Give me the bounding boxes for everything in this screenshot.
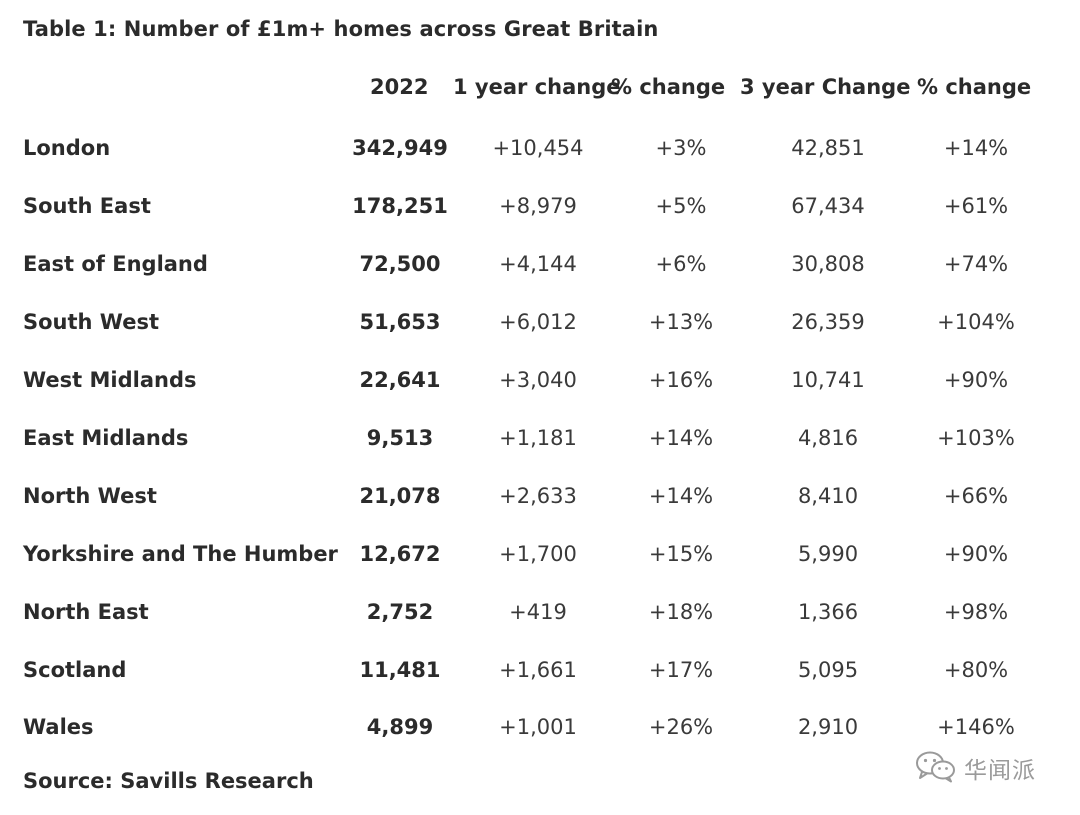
region-cell: North East bbox=[23, 600, 149, 624]
pct-change-3-cell: +74% bbox=[943, 252, 1009, 276]
pct-change-3-cell: +90% bbox=[943, 368, 1009, 392]
table-row: Wales 4,899 +1,001 +26% 2,910 +146% bbox=[0, 707, 1080, 747]
table-title: Table 1: Number of £1m+ homes across Gre… bbox=[23, 17, 659, 41]
three-year-change-cell: 1,366 bbox=[797, 600, 859, 624]
three-year-change-cell: 26,359 bbox=[791, 310, 865, 334]
pct-change-3-cell: +66% bbox=[943, 484, 1009, 508]
three-year-change-cell: 5,095 bbox=[797, 658, 859, 682]
pct-change-3-cell: +80% bbox=[943, 658, 1009, 682]
table-row: Scotland 11,481 +1,661 +17% 5,095 +80% bbox=[0, 650, 1080, 690]
value-2022-cell: 178,251 bbox=[352, 194, 448, 218]
region-cell: North West bbox=[23, 484, 157, 508]
pct-change-3-cell: +90% bbox=[943, 542, 1009, 566]
one-year-change-cell: +419 bbox=[509, 600, 567, 624]
value-2022-cell: 72,500 bbox=[359, 252, 441, 276]
table-row: East Midlands 9,513 +1,181 +14% 4,816 +1… bbox=[0, 418, 1080, 458]
header-2022: 2022 bbox=[370, 75, 429, 99]
one-year-change-cell: +10,454 bbox=[492, 136, 584, 160]
pct-change-1-cell: +18% bbox=[648, 600, 714, 624]
pct-change-3-cell: +61% bbox=[943, 194, 1009, 218]
header-pct-change-3: % change bbox=[917, 75, 1032, 99]
one-year-change-cell: +1,700 bbox=[499, 542, 577, 566]
header-3-year-change: 3 year Change bbox=[740, 75, 911, 99]
three-year-change-cell: 42,851 bbox=[791, 136, 865, 160]
value-2022-cell: 21,078 bbox=[359, 484, 441, 508]
three-year-change-cell: 4,816 bbox=[797, 426, 859, 450]
three-year-change-cell: 8,410 bbox=[797, 484, 859, 508]
source-note: Source: Savills Research bbox=[23, 769, 314, 793]
pct-change-3-cell: +104% bbox=[937, 310, 1015, 334]
region-cell: Wales bbox=[23, 715, 94, 739]
three-year-change-cell: 2,910 bbox=[797, 715, 859, 739]
value-2022-cell: 9,513 bbox=[366, 426, 434, 450]
pct-change-1-cell: +16% bbox=[648, 368, 714, 392]
pct-change-1-cell: +13% bbox=[648, 310, 714, 334]
table-row: North East 2,752 +419 +18% 1,366 +98% bbox=[0, 592, 1080, 632]
watermark-text: 华闻派 bbox=[964, 758, 1036, 784]
value-2022-cell: 4,899 bbox=[366, 715, 434, 739]
region-cell: Yorkshire and The Humber bbox=[23, 542, 338, 566]
one-year-change-cell: +4,144 bbox=[499, 252, 577, 276]
one-year-change-cell: +1,661 bbox=[499, 658, 577, 682]
three-year-change-cell: 5,990 bbox=[797, 542, 859, 566]
pct-change-1-cell: +14% bbox=[648, 484, 714, 508]
pct-change-3-cell: +103% bbox=[937, 426, 1015, 450]
pct-change-1-cell: +26% bbox=[648, 715, 714, 739]
table-row: South West 51,653 +6,012 +13% 26,359 +10… bbox=[0, 302, 1080, 342]
pct-change-3-cell: +98% bbox=[943, 600, 1009, 624]
pct-change-1-cell: +15% bbox=[648, 542, 714, 566]
pct-change-1-cell: +6% bbox=[655, 252, 707, 276]
region-cell: South West bbox=[23, 310, 159, 334]
one-year-change-cell: +8,979 bbox=[499, 194, 577, 218]
pct-change-1-cell: +14% bbox=[648, 426, 714, 450]
one-year-change-cell: +1,001 bbox=[499, 715, 577, 739]
region-cell: West Midlands bbox=[23, 368, 197, 392]
value-2022-cell: 12,672 bbox=[359, 542, 441, 566]
value-2022-cell: 2,752 bbox=[366, 600, 434, 624]
three-year-change-cell: 30,808 bbox=[791, 252, 865, 276]
pct-change-3-cell: +146% bbox=[937, 715, 1015, 739]
region-cell: London bbox=[23, 136, 111, 160]
table-row: West Midlands 22,641 +3,040 +16% 10,741 … bbox=[0, 360, 1080, 400]
region-cell: South East bbox=[23, 194, 151, 218]
one-year-change-cell: +1,181 bbox=[499, 426, 577, 450]
pct-change-1-cell: +17% bbox=[648, 658, 714, 682]
region-cell: East Midlands bbox=[23, 426, 189, 450]
header-pct-change-1: % change bbox=[611, 75, 726, 99]
table-row: East of England 72,500 +4,144 +6% 30,808… bbox=[0, 244, 1080, 284]
one-year-change-cell: +2,633 bbox=[499, 484, 577, 508]
value-2022-cell: 11,481 bbox=[359, 658, 441, 682]
one-year-change-cell: +3,040 bbox=[499, 368, 577, 392]
value-2022-cell: 342,949 bbox=[352, 136, 448, 160]
pct-change-3-cell: +14% bbox=[943, 136, 1009, 160]
pct-change-1-cell: +3% bbox=[655, 136, 707, 160]
pct-change-1-cell: +5% bbox=[655, 194, 707, 218]
watermark: 华闻派 bbox=[914, 748, 1036, 788]
value-2022-cell: 51,653 bbox=[359, 310, 441, 334]
table-row: London 342,949 +10,454 +3% 42,851 +14% bbox=[0, 128, 1080, 168]
header-1-year-change: 1 year change bbox=[453, 75, 621, 99]
table-row: South East 178,251 +8,979 +5% 67,434 +61… bbox=[0, 186, 1080, 226]
one-year-change-cell: +6,012 bbox=[499, 310, 577, 334]
table-row: Yorkshire and The Humber 12,672 +1,700 +… bbox=[0, 534, 1080, 574]
three-year-change-cell: 67,434 bbox=[791, 194, 865, 218]
wechat-icon bbox=[914, 749, 958, 787]
table-row: North West 21,078 +2,633 +14% 8,410 +66% bbox=[0, 476, 1080, 516]
region-cell: East of England bbox=[23, 252, 208, 276]
value-2022-cell: 22,641 bbox=[359, 368, 441, 392]
three-year-change-cell: 10,741 bbox=[791, 368, 865, 392]
region-cell: Scotland bbox=[23, 658, 127, 682]
